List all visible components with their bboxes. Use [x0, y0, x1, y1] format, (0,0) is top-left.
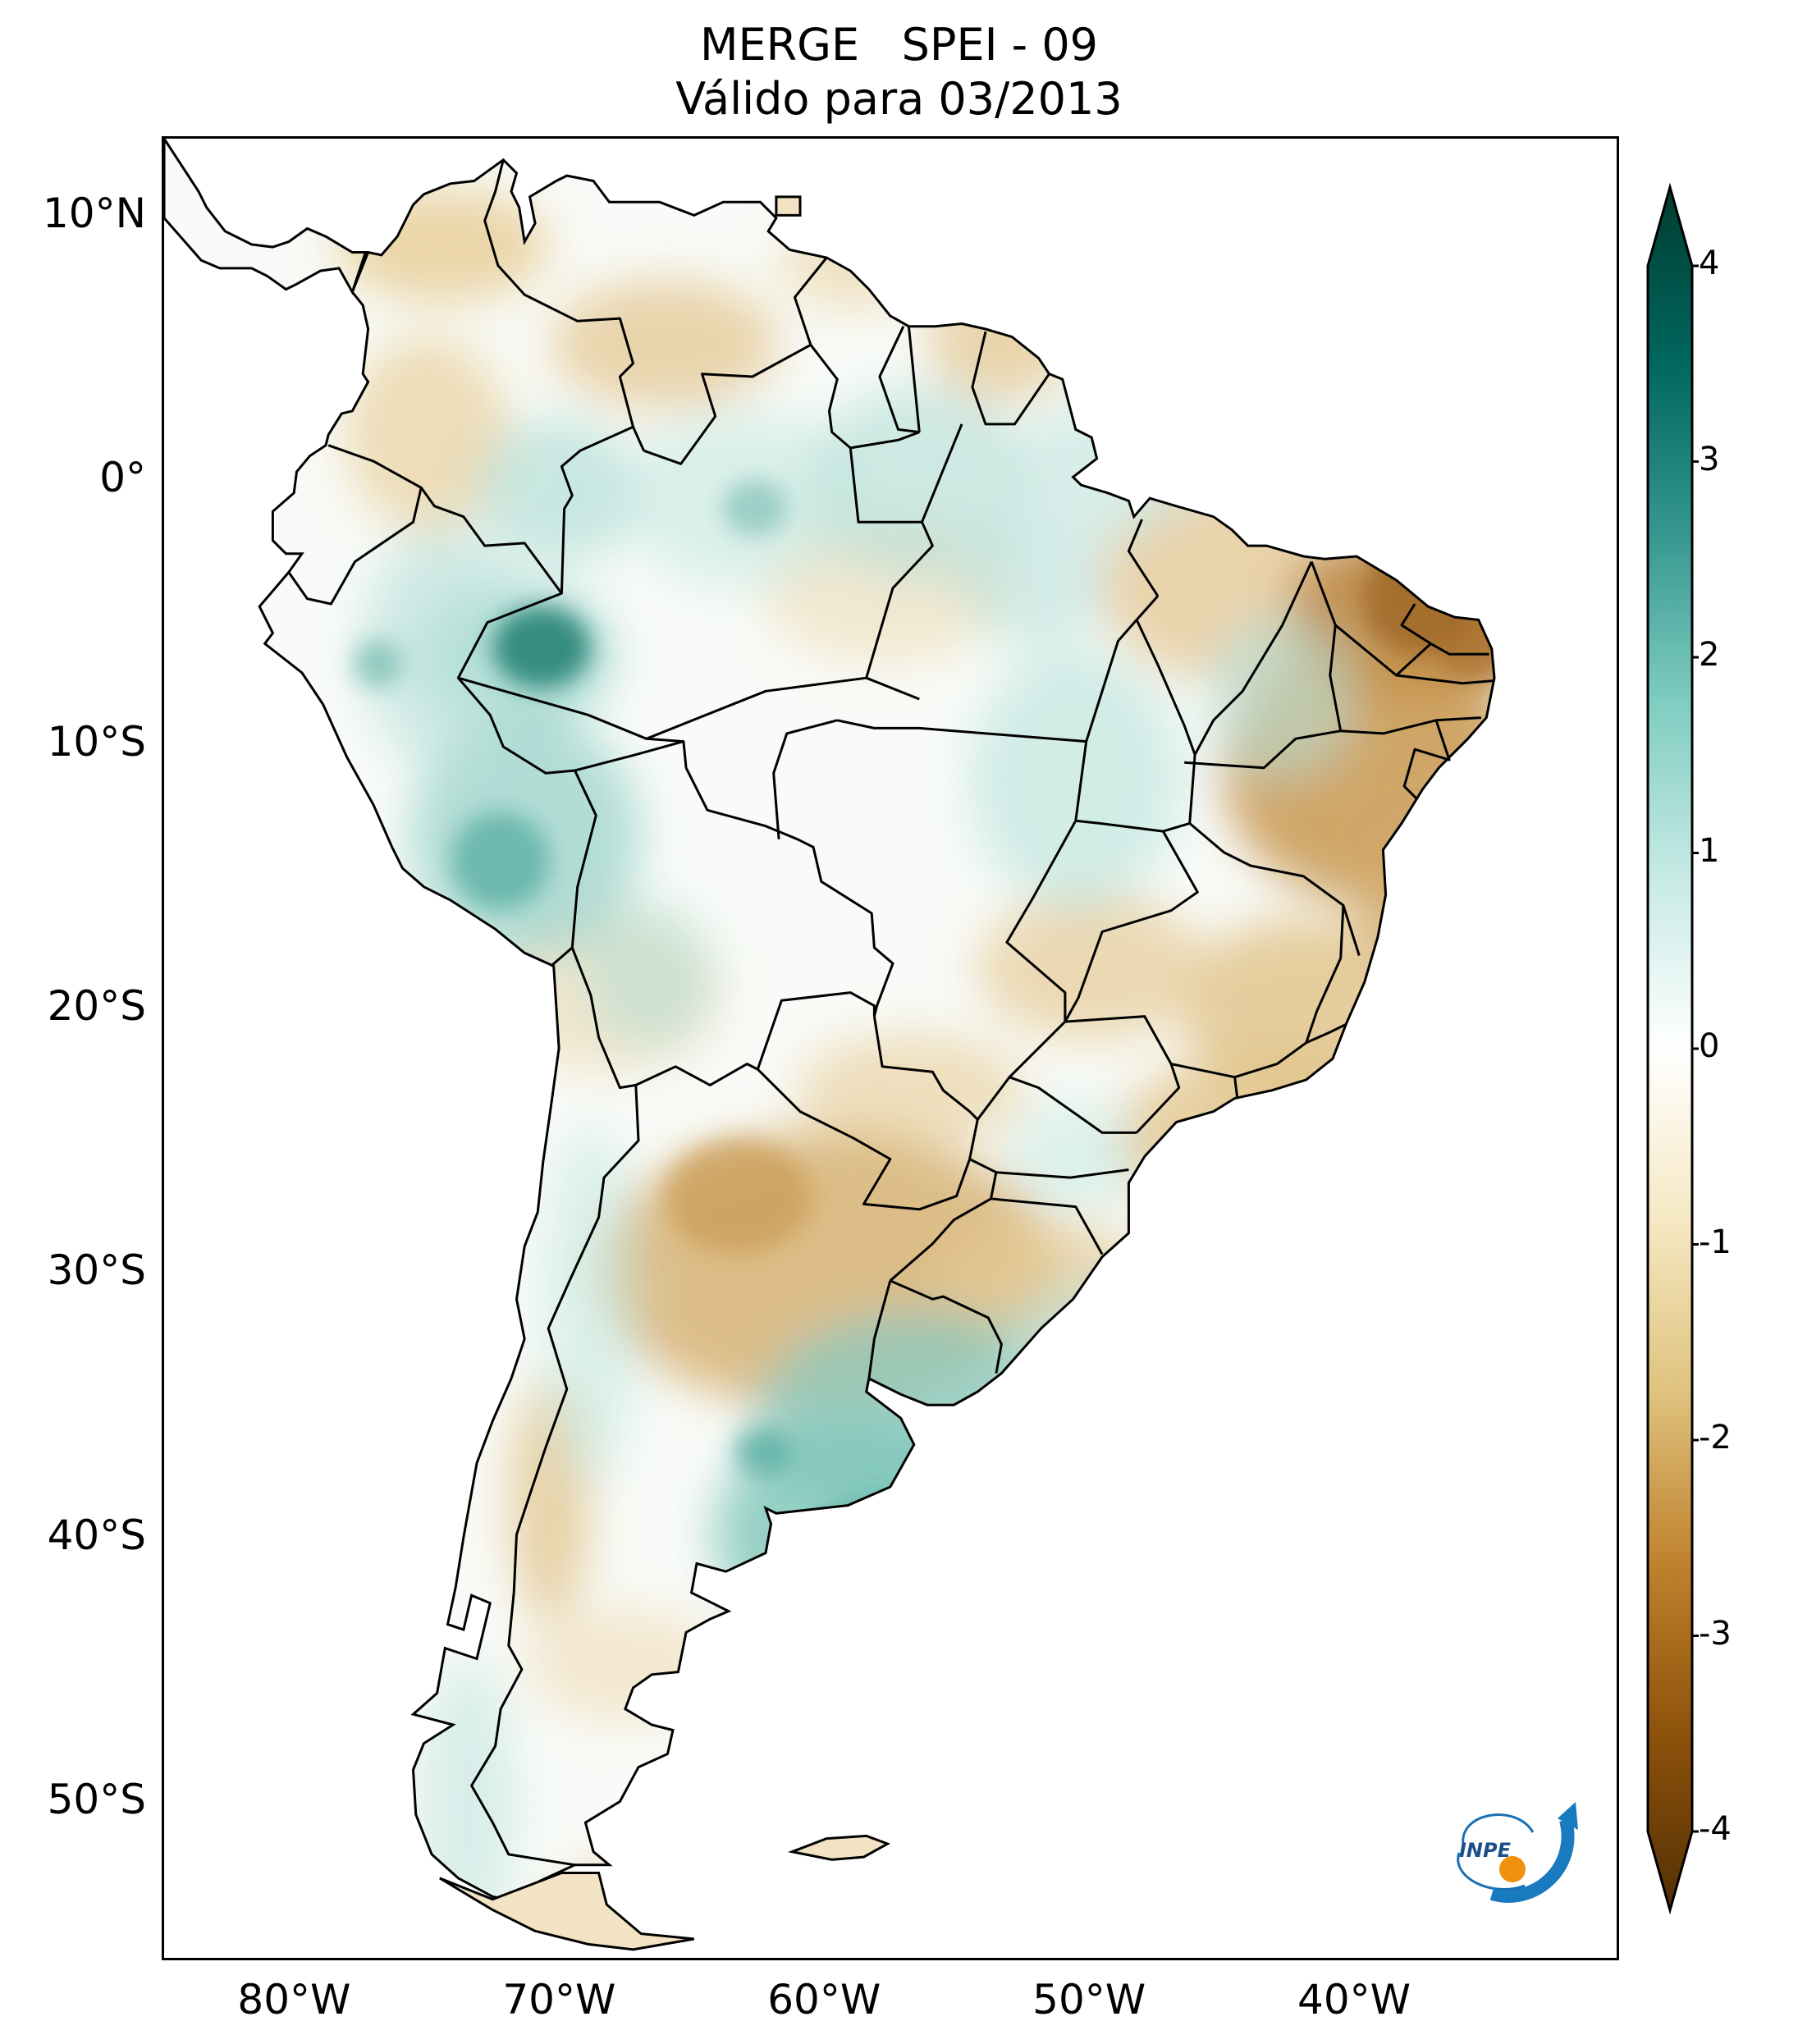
border-line: [635, 1063, 758, 1086]
lat-tick-label: 40°S: [47, 1511, 146, 1559]
border-line: [1400, 603, 1432, 645]
colorbar-tick-label: 4: [1699, 245, 1720, 282]
border-line: [1075, 619, 1196, 833]
border-line: [1193, 560, 1313, 756]
border-line: [470, 1085, 640, 1867]
island: [787, 1834, 891, 1861]
border-line: [991, 1197, 1104, 1255]
map-title: MERGE SPEI - 09 Válido para 03/2013: [0, 18, 1798, 126]
lat-tick-label: 30°S: [47, 1246, 146, 1295]
colorbar-tick-label: -1: [1699, 1223, 1732, 1261]
border-line: [1184, 729, 1341, 770]
border-line: [646, 676, 920, 740]
border-line: [483, 159, 645, 451]
border-line: [570, 947, 637, 1090]
inpe-logo: INPE: [1443, 1795, 1582, 1910]
lat-tick-label: 50°S: [47, 1775, 146, 1823]
inpe-logo-graphic: INPE: [1457, 1802, 1578, 1903]
border-line: [1234, 1041, 1307, 1079]
border-line: [1009, 1076, 1137, 1134]
border-line: [1127, 519, 1160, 597]
border-line: [1005, 741, 1088, 1022]
colorbar-tick-label: 0: [1699, 1027, 1720, 1065]
map-panel: [162, 136, 1619, 1960]
lat-tick-label: 10°N: [42, 189, 146, 237]
lon-tick-label: 80°W: [237, 1976, 351, 2023]
border-line: [756, 991, 876, 1070]
lon-tick-label: 60°W: [767, 1976, 881, 2023]
border-line: [836, 719, 1087, 743]
colorbar-tick-label: -3: [1699, 1614, 1732, 1653]
south-america-map: [164, 139, 1496, 1951]
country-state-borders: [287, 159, 1495, 1867]
border-line: [995, 1168, 1129, 1179]
border-line: [809, 344, 852, 450]
border-line: [1188, 822, 1361, 956]
lon-tick-label: 70°W: [502, 1976, 616, 2023]
colorbar-tick-label: -2: [1699, 1419, 1732, 1456]
colorbar-gradient: [1646, 182, 1694, 1915]
border-line: [1085, 595, 1160, 743]
lat-tick-label: 10°S: [47, 718, 146, 766]
lat-tick-label: 20°S: [47, 982, 146, 1031]
border-line: [1064, 830, 1199, 1022]
border-line: [1396, 674, 1495, 685]
border-line: [757, 1068, 972, 1211]
border-line: [850, 431, 920, 450]
border-line: [907, 326, 921, 432]
lat-tick-label: 0°: [99, 453, 146, 501]
colorbar-tick-label: 3: [1699, 440, 1720, 478]
lon-tick-label: 50°W: [1032, 1976, 1146, 2023]
border-line: [890, 1279, 1003, 1374]
border-line: [921, 423, 963, 523]
border-line: [971, 331, 1050, 426]
border-line: [772, 719, 838, 839]
title-line-1: MERGE SPEI - 09: [699, 19, 1099, 71]
border-line: [878, 326, 920, 434]
border-line: [1305, 905, 1345, 1044]
coastline: [164, 139, 1496, 1906]
border-line: [456, 592, 597, 967]
island: [439, 1872, 695, 1951]
border-line: [287, 487, 423, 606]
colorbar-ticks: [1692, 264, 1699, 1833]
colorbar: [1646, 182, 1699, 1915]
colorbar-tick-label: -4: [1699, 1810, 1732, 1848]
logo-text: INPE: [1459, 1839, 1512, 1862]
border-line: [849, 447, 934, 679]
colorbar-tick-label: 1: [1699, 831, 1720, 870]
title-line-2: Válido para 03/2013: [675, 73, 1123, 125]
border-line: [1402, 720, 1451, 801]
border-line: [889, 1158, 998, 1282]
border-line: [457, 676, 684, 743]
islands: [439, 195, 891, 1951]
colorbar-tick-label: 2: [1699, 636, 1720, 674]
border-line: [574, 740, 894, 1017]
island: [775, 195, 802, 217]
border-line: [643, 257, 828, 465]
lon-tick-label: 40°W: [1297, 1976, 1411, 2023]
border-line: [1136, 1063, 1181, 1134]
border-line: [1306, 1022, 1347, 1045]
border-line: [867, 1280, 892, 1379]
